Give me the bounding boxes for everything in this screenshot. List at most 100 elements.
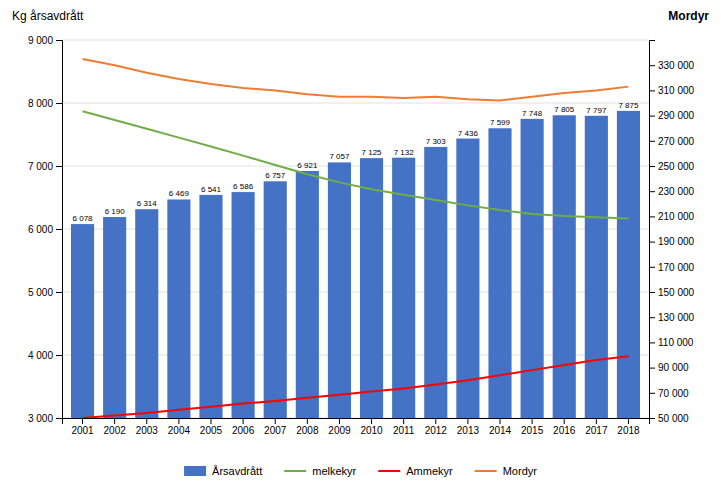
tick: 6 000: [28, 224, 62, 235]
tick-label: 2018: [617, 425, 640, 436]
tick: 210 000: [649, 211, 695, 222]
tick-label: 230 000: [658, 186, 695, 197]
legend-swatch: [475, 470, 497, 472]
tick: 2002: [104, 418, 127, 436]
data-label: 6 921: [297, 161, 318, 170]
tick: 150 000: [649, 287, 695, 298]
data-label: 7 748: [522, 109, 543, 118]
bar: [167, 199, 190, 418]
chart-svg: 6 0786 1906 3146 4696 5416 5866 7576 921…: [0, 0, 721, 490]
data-label: 7 875: [618, 101, 639, 110]
tick-mark: [178, 418, 179, 424]
bar: [424, 147, 447, 418]
tick-mark: [564, 418, 565, 424]
tick-mark: [649, 216, 655, 217]
bar: [71, 224, 94, 418]
legend-label: melkekyr: [312, 465, 356, 477]
tick: 2005: [200, 418, 223, 436]
legend-swatch: [378, 470, 400, 472]
tick-label: 2010: [360, 425, 383, 436]
tick-mark: [243, 418, 244, 424]
tick-label: 2014: [489, 425, 512, 436]
y2-axis: 50 000 70 000 90 000 110 000 130 000 150 000 1…: [649, 41, 695, 424]
tick: 2004: [168, 418, 191, 436]
tick: 50 000: [649, 413, 689, 424]
bar-series: [71, 111, 640, 418]
data-label: 6 314: [137, 199, 158, 208]
data-label: 6 541: [201, 185, 222, 194]
data-label: 7 132: [394, 148, 415, 157]
tick: 5 000: [28, 287, 62, 298]
tick: 7 000: [28, 161, 62, 172]
tick-mark: [371, 418, 372, 424]
tick-mark: [649, 342, 655, 343]
tick: 70 000: [649, 388, 689, 399]
tick-mark: [649, 368, 655, 369]
bar: [135, 209, 158, 418]
tick-mark: [56, 292, 62, 293]
line: [83, 111, 629, 218]
tick-label: 70 000: [658, 388, 689, 399]
tick-mark: [339, 418, 340, 424]
tick-mark: [56, 166, 62, 167]
axis-line: [56, 41, 63, 419]
tick-label: 2005: [200, 425, 223, 436]
tick: 2003: [136, 418, 159, 436]
tick-mark: [435, 418, 436, 424]
tick-mark: [146, 418, 147, 424]
data-label: 7 303: [426, 137, 447, 146]
tick: 130 000: [649, 312, 695, 323]
tick: 8 000: [28, 98, 62, 109]
tick-label: 2002: [104, 425, 127, 436]
tick-mark: [532, 418, 533, 424]
tick-label: 130 000: [658, 312, 695, 323]
tick-label: 2013: [457, 425, 480, 436]
tick-mark: [56, 103, 62, 104]
tick: 2013: [457, 418, 480, 436]
tick-mark: [56, 355, 62, 356]
tick: 2017: [585, 418, 608, 436]
bar: [264, 181, 287, 418]
tick-mark: [307, 418, 308, 424]
tick-mark: [628, 418, 629, 424]
legend-item: melkekyr: [284, 465, 356, 477]
tick: 9 000: [28, 35, 62, 46]
tick: 90 000: [649, 362, 689, 373]
bar: [585, 116, 608, 418]
tick-label: 330 000: [658, 60, 695, 71]
tick-mark: [649, 242, 655, 243]
legend-item: Mordyr: [475, 465, 538, 477]
tick-mark: [649, 191, 655, 192]
tick: 2008: [296, 418, 319, 436]
axis-line: [650, 41, 656, 419]
bar: [296, 171, 319, 418]
bar: [199, 195, 222, 418]
tick-mark: [210, 418, 211, 424]
tick-label: 250 000: [658, 161, 695, 172]
tick-label: 2007: [264, 425, 287, 436]
tick-mark: [649, 166, 655, 167]
tick-mark: [649, 65, 655, 66]
data-label: 7 797: [586, 106, 607, 115]
tick: 230 000: [649, 186, 695, 197]
tick-mark: [649, 418, 655, 419]
tick: 2006: [232, 418, 255, 436]
tick: 2007: [264, 418, 287, 436]
tick: 110 000: [649, 337, 694, 348]
tick-label: 270 000: [658, 136, 695, 147]
tick-mark: [275, 418, 276, 424]
line: [83, 356, 629, 418]
tick-mark: [649, 292, 655, 293]
x-axis: 2001200220032004200520062007200820092010…: [63, 418, 650, 436]
tick-mark: [403, 418, 404, 424]
bar: [360, 158, 383, 418]
tick-label: 4 000: [28, 350, 53, 361]
legend: ÅrsavdråttmelkekyrAmmekyrMordyr: [184, 465, 537, 477]
tick: 330 000: [649, 60, 695, 71]
data-label: 7 805: [554, 105, 575, 114]
tick: 190 000: [649, 236, 695, 247]
bar: [553, 115, 576, 418]
data-label: 6 078: [73, 214, 94, 223]
data-label: 7 436: [458, 129, 479, 138]
tick-label: 5 000: [28, 287, 53, 298]
